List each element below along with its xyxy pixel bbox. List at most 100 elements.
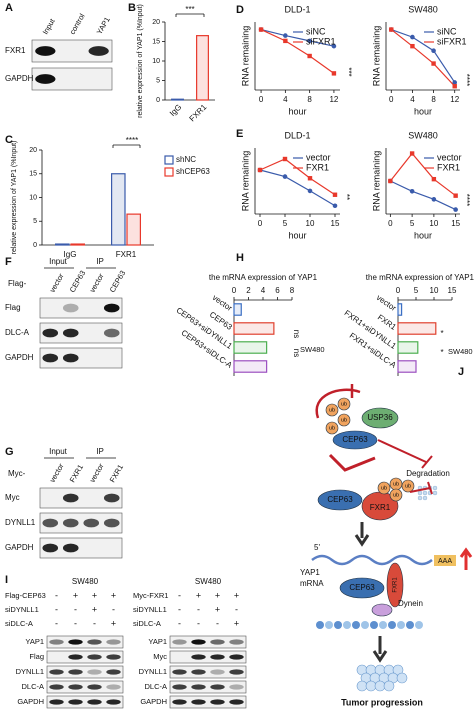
row-label: Flag: [29, 652, 44, 661]
blot-band: [106, 684, 121, 690]
data-point: [331, 71, 337, 76]
lane-label: vector: [88, 461, 106, 484]
series-line: [390, 29, 456, 87]
blot-membrane: [39, 347, 123, 369]
legend-label: siNC: [306, 26, 326, 36]
data-point: [410, 34, 415, 40]
blot-band: [83, 518, 100, 528]
chart-title: SW480: [408, 130, 438, 140]
row-label: DLC-A: [5, 328, 30, 337]
ubiquitin: [389, 488, 403, 502]
lane-label: FXR1: [108, 463, 125, 484]
y-axis-label: RNA remaining: [240, 151, 250, 212]
panel-label: D: [236, 4, 244, 16]
condition-sign: +: [234, 618, 239, 628]
x-tick-label: 0: [396, 286, 401, 295]
microtubule-unit: [406, 621, 414, 629]
lane-label: CEP63: [108, 269, 128, 294]
condition-sign: -: [178, 618, 181, 628]
ubiquitin-label: ub: [329, 425, 335, 431]
blot-band: [172, 684, 187, 690]
lane-label: FXR1: [68, 463, 85, 484]
row-label: Myc: [5, 493, 20, 502]
legend-label: siFXR1: [306, 36, 336, 46]
x-tick-label: 5: [283, 219, 288, 228]
y-tick-label: 15: [152, 38, 160, 45]
y-axis-label: RNA remaining: [240, 26, 250, 87]
condition-sign: -: [197, 618, 200, 628]
bar: [233, 322, 275, 335]
blot-membrane: [169, 680, 247, 694]
ubiquitin: [337, 413, 351, 427]
legend-label: FXR1: [437, 162, 460, 172]
blot-membrane: [39, 297, 123, 319]
x-tick-label: 8: [431, 95, 436, 104]
outcome-label: Tumor progression: [341, 697, 423, 707]
y-tick-label: 5: [156, 77, 160, 84]
row-label: YAP1: [148, 637, 167, 646]
inhibit-line: [409, 487, 431, 493]
x-tick-label: 0: [388, 219, 393, 228]
lane-label: control: [68, 12, 87, 36]
blot-band: [103, 518, 120, 528]
chart-title: the mRNA expression of YAP1: [366, 273, 474, 282]
fragment: [422, 495, 428, 501]
panel-label: J: [458, 366, 464, 378]
x-tick-label: IgG: [168, 103, 183, 118]
mrna-label: mRNA: [300, 579, 324, 588]
blot-band: [103, 328, 120, 338]
ubiquitin-label: ub: [341, 401, 347, 407]
blot-membrane: [169, 665, 247, 679]
ubiquitin-label: ub: [393, 481, 399, 487]
blot-band: [172, 639, 187, 645]
blot-band: [49, 639, 64, 645]
blot-band: [210, 654, 225, 660]
fragment: [417, 495, 423, 501]
legend-label: shNC: [176, 155, 196, 164]
data-point: [332, 192, 338, 197]
blot-band: [87, 684, 102, 690]
series-line: [260, 29, 335, 74]
microtubule-unit: [415, 621, 423, 629]
x-tick-label: 10: [430, 286, 439, 295]
group-label: IP: [96, 447, 104, 456]
blot-band: [210, 639, 225, 645]
lane-label: YAP1: [95, 15, 112, 36]
blot-band: [49, 699, 64, 705]
data-point: [453, 207, 458, 212]
data-point: [307, 176, 313, 181]
blot-membrane: [31, 67, 113, 91]
blot-band: [68, 669, 83, 675]
chart-title: DLD-1: [284, 130, 310, 140]
cep63: [339, 577, 385, 599]
inhibit-line: [377, 439, 427, 463]
condition-sign: -: [74, 604, 77, 614]
ubiquitin-label: ub: [393, 492, 399, 498]
blot-membrane: [46, 680, 124, 694]
blot-band: [210, 684, 225, 690]
data-point: [410, 43, 415, 49]
data-point: [409, 151, 415, 156]
ubiquitin: [325, 421, 339, 435]
blot-membrane: [39, 537, 123, 559]
category-label: vector: [375, 293, 398, 313]
blot-band: [210, 699, 225, 705]
blot-band: [42, 353, 59, 363]
row-label: Myc: [153, 652, 167, 661]
y-tick-label: 0: [156, 97, 160, 104]
blot-band: [191, 669, 206, 675]
y-tick-label: 5: [33, 218, 37, 225]
blot-band: [68, 684, 83, 690]
condition-sign: +: [234, 590, 239, 600]
panel-label: H: [236, 252, 244, 264]
blot-band: [210, 669, 225, 675]
row-label: GAPDH: [17, 697, 44, 706]
blot-band: [172, 669, 187, 675]
bar: [233, 303, 242, 316]
microtubule-unit: [334, 621, 342, 629]
blot-membrane: [39, 487, 123, 509]
data-point: [452, 84, 457, 89]
x-tick-label: IgG: [64, 250, 77, 259]
microtubule-unit: [316, 621, 324, 629]
bar: [397, 303, 403, 316]
